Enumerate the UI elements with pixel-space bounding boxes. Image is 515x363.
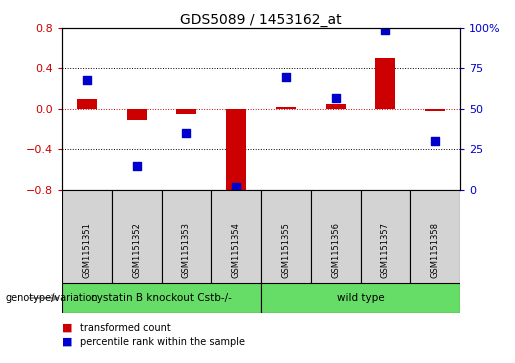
Text: GSM1151358: GSM1151358	[431, 223, 440, 278]
Text: percentile rank within the sample: percentile rank within the sample	[80, 337, 245, 347]
Text: GSM1151351: GSM1151351	[82, 223, 91, 278]
Text: GSM1151352: GSM1151352	[132, 223, 141, 278]
Title: GDS5089 / 1453162_at: GDS5089 / 1453162_at	[180, 13, 342, 27]
Text: GSM1151357: GSM1151357	[381, 223, 390, 278]
Bar	[226, 109, 246, 190]
Bar	[261, 283, 460, 313]
Point	[282, 74, 290, 79]
Bar	[410, 190, 460, 283]
Text: GSM1151354: GSM1151354	[232, 223, 241, 278]
Text: GSM1151355: GSM1151355	[281, 223, 290, 278]
Text: GSM1151356: GSM1151356	[331, 223, 340, 278]
Text: GSM1151353: GSM1151353	[182, 223, 191, 278]
Bar	[425, 109, 445, 111]
Bar	[62, 283, 261, 313]
Bar	[62, 190, 112, 283]
Bar	[211, 190, 261, 283]
Point	[232, 184, 240, 189]
Text: wild type: wild type	[337, 293, 384, 303]
Text: transformed count: transformed count	[80, 323, 171, 333]
Bar	[162, 190, 211, 283]
Bar	[325, 104, 346, 109]
Bar	[276, 107, 296, 109]
Point	[182, 130, 191, 136]
Point	[132, 163, 141, 168]
Bar	[177, 109, 196, 114]
Text: cystatin B knockout Cstb-/-: cystatin B knockout Cstb-/-	[91, 293, 232, 303]
Bar	[127, 109, 147, 120]
Bar	[311, 190, 360, 283]
Text: ■: ■	[62, 337, 73, 347]
Point	[83, 77, 91, 83]
Point	[381, 27, 389, 33]
Text: ■: ■	[62, 323, 73, 333]
Bar	[112, 190, 162, 283]
Bar	[375, 58, 396, 109]
Bar	[360, 190, 410, 283]
Point	[332, 95, 340, 101]
Bar	[77, 99, 97, 109]
Bar	[261, 190, 311, 283]
Point	[431, 139, 439, 144]
Text: genotype/variation: genotype/variation	[5, 293, 98, 303]
